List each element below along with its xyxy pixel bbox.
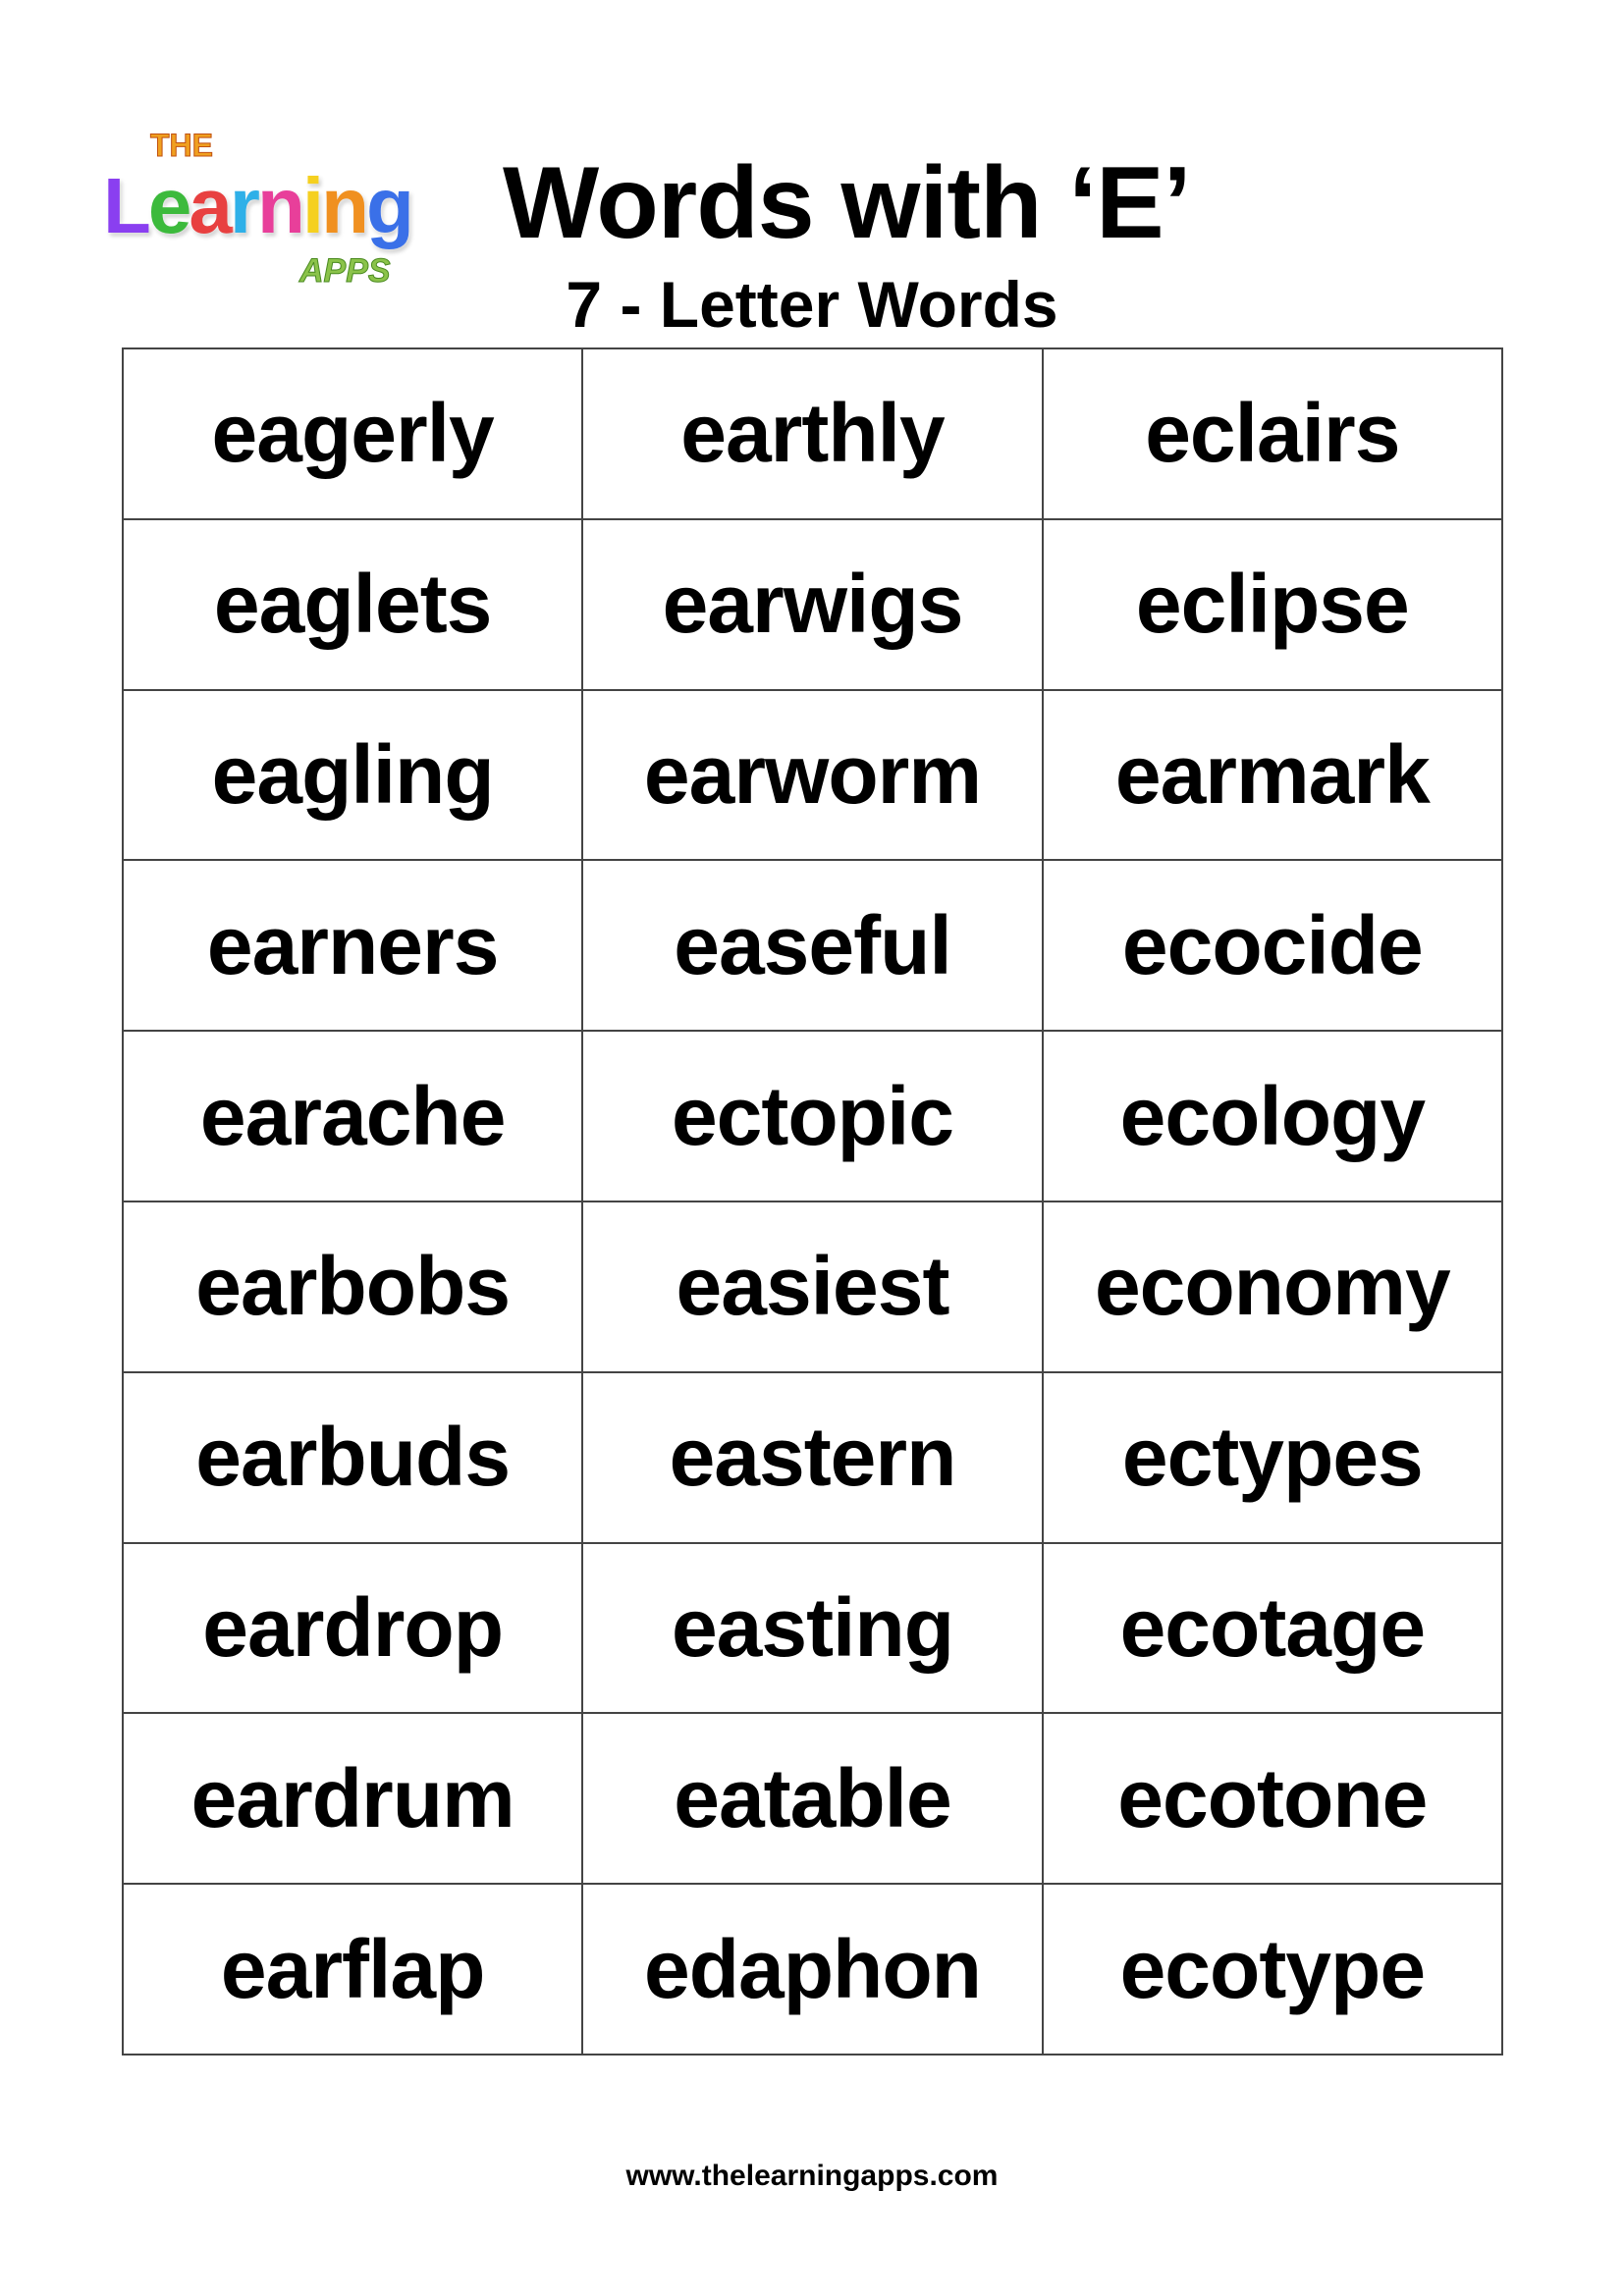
page-subtitle: 7 - Letter Words	[0, 267, 1624, 342]
table-row: earbobs easiest economy	[121, 1200, 1504, 1373]
word-cell: easiest	[581, 1200, 1044, 1373]
word-cell: easeful	[581, 859, 1044, 1033]
word-cell: eaglets	[121, 517, 584, 691]
word-cell: earworm	[581, 688, 1044, 862]
table-row: eardrum eatable ecotone	[121, 1712, 1504, 1886]
logo-letter: e	[147, 162, 191, 249]
table-row: eaglets earwigs eclipse	[121, 517, 1504, 691]
subtitle-text: 7 - Letter Words	[566, 268, 1058, 341]
word-cell: ecotage	[1041, 1541, 1504, 1715]
the-learning-apps-logo: THE Learning APPS	[103, 128, 476, 294]
word-cell: ecocide	[1041, 859, 1504, 1033]
table-row: eagerly earthly eclairs	[121, 347, 1504, 520]
word-cell: ectopic	[581, 1030, 1044, 1202]
logo-letter: n	[321, 162, 369, 249]
word-cell: eardrop	[121, 1541, 584, 1715]
word-cell: easting	[581, 1541, 1044, 1715]
table-row: earflap edaphon ecotype	[121, 1883, 1504, 2056]
word-cell: edaphon	[581, 1883, 1044, 2056]
word-cell: earflap	[121, 1883, 584, 2056]
page-title: Words with ‘E’	[503, 146, 1192, 260]
logo-the: THE	[150, 128, 214, 164]
word-cell: earthly	[581, 347, 1044, 520]
word-cell: eastern	[581, 1370, 1044, 1544]
word-cell: ecotype	[1041, 1883, 1504, 2056]
word-cell: earbuds	[121, 1370, 584, 1544]
table-row: earbuds eastern ectypes	[121, 1370, 1504, 1544]
table-row: earache ectopic ecology	[121, 1030, 1504, 1202]
word-cell: earners	[121, 859, 584, 1033]
word-cell: earbobs	[121, 1200, 584, 1373]
word-cell: earwigs	[581, 517, 1044, 691]
logo-letter: L	[103, 162, 151, 249]
logo-learning: Learning	[103, 162, 414, 249]
footer-url: www.thelearningapps.com	[625, 2160, 999, 2192]
word-cell: eardrum	[121, 1712, 584, 1886]
word-cell: economy	[1041, 1200, 1504, 1373]
word-cell: eclipse	[1041, 517, 1504, 691]
word-cell: ecology	[1041, 1030, 1504, 1202]
logo-letter: n	[257, 162, 305, 249]
word-cell: earache	[121, 1030, 584, 1202]
word-cell: eclairs	[1041, 347, 1504, 520]
table-row: eagling earworm earmark	[121, 688, 1504, 862]
logo-letter: g	[366, 162, 414, 249]
logo-apps: APPS	[299, 252, 392, 291]
logo-letter: i	[301, 162, 324, 249]
word-cell: eagerly	[121, 347, 584, 520]
table-row: eardrop easting ecotage	[121, 1541, 1504, 1715]
word-cell: eatable	[581, 1712, 1044, 1886]
word-table: eagerly earthly eclairs eaglets earwigs eclip…	[121, 347, 1504, 2056]
word-cell: ectypes	[1041, 1370, 1504, 1544]
logo-letter: a	[189, 162, 232, 249]
word-cell: earmark	[1041, 688, 1504, 862]
table-row: earners easeful ecocide	[121, 859, 1504, 1033]
logo-letter: r	[229, 162, 260, 249]
word-cell: ecotone	[1041, 1712, 1504, 1886]
word-cell: eagling	[121, 688, 584, 862]
